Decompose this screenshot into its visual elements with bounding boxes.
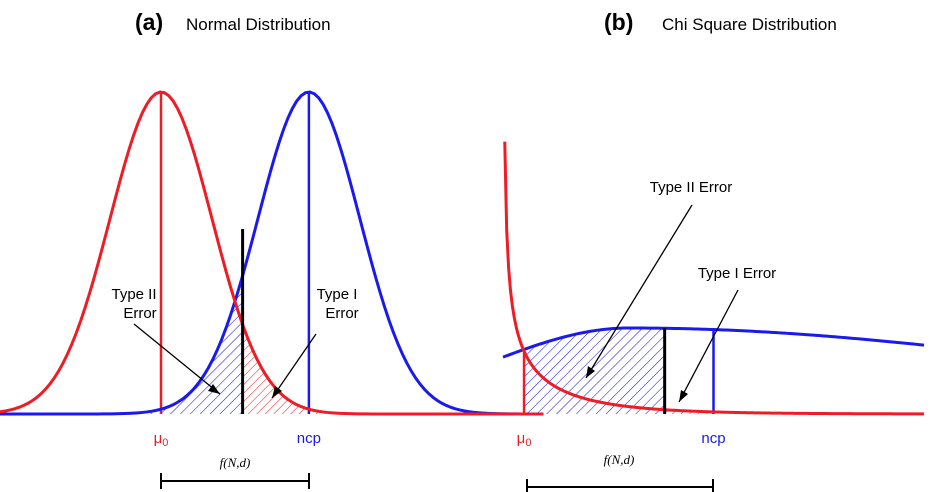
mu0-tick-label-a: μ0: [154, 430, 169, 449]
effect-size-label-b: f(N,d): [604, 452, 635, 467]
type-i-arrow-b: [678, 289, 739, 403]
type-i-arrow-a: [271, 333, 317, 399]
panel-normal: (a) Normal Distribution Type II Error Typ…: [0, 9, 544, 489]
type-i-arrowhead-b: [679, 390, 688, 402]
null-distribution-curve-b: [503, 141, 924, 416]
type-ii-region-a: [0, 275, 243, 414]
mu0-tick-label-b: μ0: [517, 430, 532, 449]
null-distribution-curve-a: [0, 90, 544, 416]
type-ii-arrowhead-a: [208, 384, 220, 394]
panel-b-title: Chi Square Distribution: [662, 15, 837, 34]
effect-size-label-a: f(N,d): [220, 455, 251, 470]
panel-chisquare: (b) Chi Square Distribution Type II Erro…: [502, 9, 925, 492]
panel-a-title: Normal Distribution: [186, 15, 331, 34]
type-i-arrowhead-a: [272, 386, 282, 398]
panel-a-letter: (a): [135, 9, 163, 35]
ncp-tick-label-b: ncp: [701, 430, 725, 447]
type-ii-arrowhead-b: [586, 366, 595, 378]
ncp-tick-label-a: ncp: [297, 430, 321, 447]
alt-distribution-curve-a: [0, 90, 544, 416]
type-ii-arrow-a: [133, 323, 221, 395]
type-ii-label-b: Type II Error: [650, 179, 733, 196]
type-ii-arrow-b: [585, 204, 693, 379]
type-i-label-b: Type I Error: [698, 265, 776, 282]
type-ii-label-a: Type II Error: [111, 286, 156, 322]
type-i-label-a: Type I Error: [317, 286, 359, 322]
type-i-region-a: [242, 324, 544, 414]
panel-b-letter: (b): [604, 9, 633, 35]
alt-distribution-curve-b: [502, 326, 925, 359]
